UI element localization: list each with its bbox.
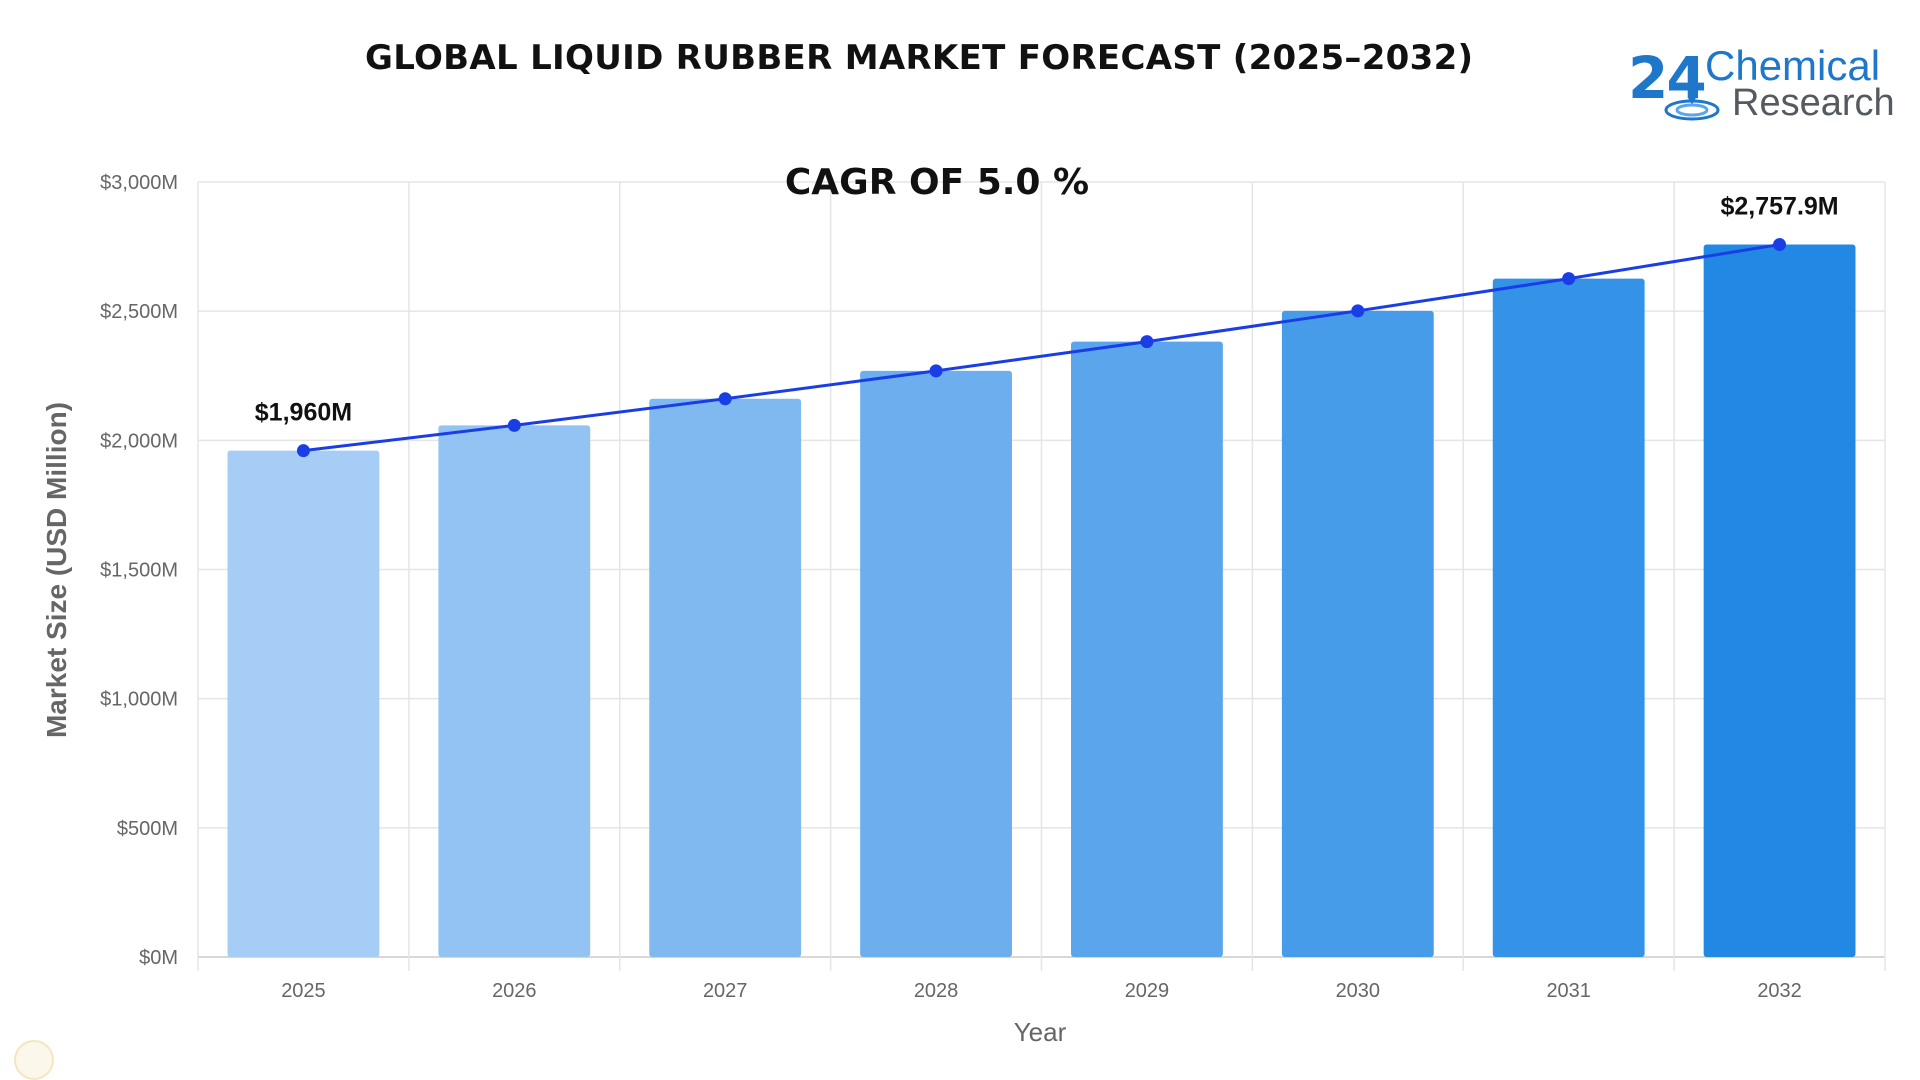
bar-2030 [1281, 310, 1434, 957]
bar-2028 [860, 370, 1012, 957]
y-tick-label-5: $2,500M [100, 301, 178, 323]
x-tick-label-2027: 2027 [703, 980, 748, 1002]
y-axis-ticks: $0M $500M $1,000M $1,500M $2,000M $2,500M $3,0… [100, 172, 178, 969]
bar-2027 [649, 398, 802, 957]
logo-line2: Research [1732, 82, 1895, 124]
x-tick-label-2031: 2031 [1546, 980, 1591, 1002]
y-tick-label-0: $0M [139, 947, 178, 969]
trend-point-2032 [1773, 238, 1787, 252]
corner-badge-icon [14, 1040, 54, 1080]
bar-2025 [227, 450, 380, 957]
bar-2026 [438, 425, 591, 958]
logo-line1: Chemical [1705, 42, 1881, 89]
trend-line-path [303, 243, 1780, 453]
y-tick-label-4: $2,000M [100, 430, 178, 452]
y-tick-label-1: $500M [117, 818, 178, 840]
x-axis-title: Year [1014, 1017, 1067, 1047]
bar-2029 [1071, 341, 1223, 957]
trend-point-2031 [1562, 272, 1576, 286]
bar-2032 [1703, 244, 1856, 958]
y-tick-label-3: $1,500M [100, 560, 178, 582]
trend-point-2028 [929, 364, 943, 378]
chart-title: GLOBAL LIQUID RUBBER MARKET FORECAST (20… [365, 38, 1474, 78]
logo-ripple-icon [1664, 86, 1720, 121]
bars [227, 244, 1856, 958]
x-tick-label-2025: 2025 [281, 980, 326, 1002]
trend-point-2025 [296, 444, 310, 458]
y-tick-label-6: $3,000M [100, 172, 178, 194]
y-tick-label-2: $1,000M [100, 689, 178, 711]
x-axis-ticks: 2025 2026 2027 2028 2029 2030 2031 2032 [281, 980, 1802, 1002]
x-tick-label-2030: 2030 [1336, 980, 1381, 1002]
y-axis-title: Market Size (USD Million) [41, 402, 72, 738]
company-logo: 24 Chemical Research [1628, 40, 1898, 130]
trend-point-2030 [1351, 304, 1365, 318]
data-label-2025: $1,960M [255, 399, 352, 427]
trend-point-2026 [507, 418, 521, 432]
data-label-2032: $2,757.9M [1720, 193, 1838, 221]
bar-2031 [1492, 278, 1645, 957]
trend-point-2027 [718, 392, 732, 406]
trend-line [296, 238, 1787, 458]
x-tick-label-2029: 2029 [1125, 980, 1170, 1002]
cagr-annotation: CAGR OF 5.0 % [785, 162, 1089, 203]
data-labels: $1,960M $2,757.9M [255, 193, 1839, 427]
x-tick-label-2032: 2032 [1757, 980, 1802, 1002]
trend-point-2029 [1140, 335, 1154, 349]
x-tick-label-2028: 2028 [914, 980, 959, 1002]
x-tick-label-2026: 2026 [492, 980, 537, 1002]
